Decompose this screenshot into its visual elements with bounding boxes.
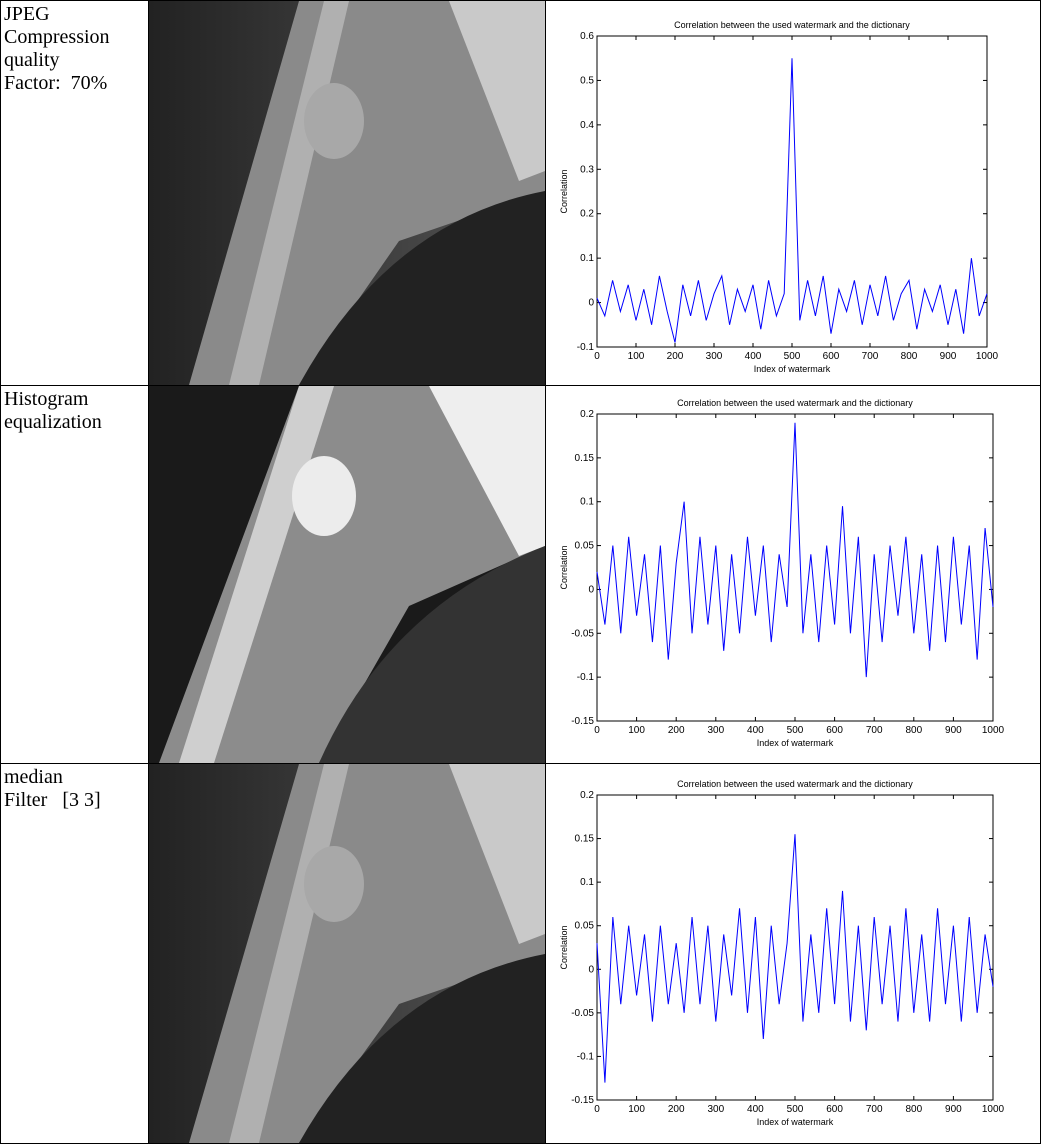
row-label: Histogram — [4, 388, 89, 410]
chart-title: Correlation between the used watermark a… — [677, 779, 913, 789]
x-tick-label: 400 — [747, 725, 764, 736]
y-tick-label: 0.3 — [580, 164, 594, 175]
data-line — [596, 834, 994, 1083]
y-tick-label: 0 — [588, 964, 594, 975]
row-label: equalization — [4, 411, 102, 433]
x-tick-label: 0 — [594, 725, 600, 736]
label-cell: Histogram equalization — [0, 385, 149, 764]
x-axis-label: Index of watermark — [757, 738, 834, 748]
xray-image — [149, 764, 545, 1143]
x-tick-label: 1000 — [976, 351, 999, 362]
chart-title: Correlation between the used watermark a… — [677, 398, 913, 408]
y-tick-label: -0.1 — [577, 342, 595, 353]
y-axis-label: Correlation — [559, 925, 569, 969]
x-tick-label: 300 — [706, 351, 723, 362]
y-tick-label: 0.4 — [580, 120, 594, 131]
x-tick-label: 1000 — [982, 725, 1005, 736]
x-tick-label: 300 — [707, 725, 724, 736]
y-tick-label: -0.15 — [571, 716, 594, 727]
chart-title: Correlation between the used watermark a… — [674, 20, 910, 30]
x-tick-label: 900 — [945, 1104, 962, 1115]
y-tick-label: 0 — [588, 298, 594, 309]
x-tick-label: 400 — [747, 1104, 764, 1115]
x-tick-label: 500 — [784, 351, 801, 362]
y-axis-label: Correlation — [559, 545, 569, 589]
y-tick-label: 0.2 — [580, 790, 594, 801]
data-line — [596, 422, 994, 678]
x-tick-label: 500 — [787, 1104, 804, 1115]
image-cell — [148, 763, 546, 1144]
x-tick-label: 900 — [940, 351, 957, 362]
data-line — [596, 58, 988, 343]
x-tick-label: 100 — [628, 1104, 645, 1115]
row-label: median — [4, 766, 63, 788]
x-tick-label: 700 — [866, 1104, 883, 1115]
y-tick-label: 0.1 — [580, 253, 594, 264]
x-tick-label: 0 — [594, 1104, 600, 1115]
y-tick-label: 0 — [588, 584, 594, 595]
row-label: Factor: 70% — [4, 72, 108, 94]
x-tick-label: 600 — [826, 1104, 843, 1115]
y-tick-label: -0.05 — [571, 628, 594, 639]
x-tick-label: 200 — [668, 725, 685, 736]
x-axis-label: Index of watermark — [754, 364, 831, 374]
x-tick-label: 200 — [667, 351, 684, 362]
chart: Correlation between the used watermark a… — [559, 398, 1005, 748]
y-axis-label: Correlation — [559, 169, 569, 213]
plot-area — [596, 35, 988, 348]
label-cell: median Filter [3 3] — [0, 763, 149, 1144]
x-tick-label: 800 — [905, 1104, 922, 1115]
y-tick-label: 0.05 — [575, 921, 595, 932]
x-tick-label: 700 — [862, 351, 879, 362]
xray-image — [149, 1, 545, 385]
chart-cell: Correlation between the used watermark a… — [545, 385, 1041, 764]
x-tick-label: 500 — [787, 725, 804, 736]
row-label: Filter [3 3] — [4, 789, 101, 811]
y-tick-label: 0.2 — [580, 409, 594, 420]
chart: Correlation between the used watermark a… — [559, 779, 1005, 1127]
x-axis-label: Index of watermark — [757, 1117, 834, 1127]
row-label: Compression — [4, 26, 110, 48]
label-cell: JPEG Compression quality Factor: 70% — [0, 0, 149, 386]
x-tick-label: 800 — [905, 725, 922, 736]
x-tick-label: 900 — [945, 725, 962, 736]
chart-cell: Correlation between the used watermark a… — [545, 0, 1041, 386]
row-label: JPEG — [4, 3, 50, 25]
x-tick-label: 600 — [826, 725, 843, 736]
y-tick-label: 0.1 — [580, 877, 594, 888]
x-tick-label: 300 — [707, 1104, 724, 1115]
xray-image — [149, 386, 545, 763]
y-tick-label: 0.15 — [575, 453, 595, 464]
x-tick-label: 1000 — [982, 1104, 1005, 1115]
x-tick-label: 800 — [901, 351, 918, 362]
x-tick-label: 100 — [628, 725, 645, 736]
x-tick-label: 200 — [668, 1104, 685, 1115]
y-tick-label: -0.1 — [577, 672, 595, 683]
chart: Correlation between the used watermark a… — [559, 20, 999, 374]
y-tick-label: 0.2 — [580, 209, 594, 220]
image-cell — [148, 385, 546, 764]
plot-area — [596, 413, 994, 722]
y-tick-label: 0.6 — [580, 31, 594, 42]
x-tick-label: 100 — [628, 351, 645, 362]
x-tick-label: 0 — [594, 351, 600, 362]
y-tick-label: 0.1 — [580, 497, 594, 508]
row-label: quality — [4, 49, 60, 71]
y-tick-label: -0.05 — [571, 1008, 594, 1019]
x-tick-label: 400 — [745, 351, 762, 362]
y-tick-label: -0.15 — [571, 1095, 594, 1106]
x-tick-label: 600 — [823, 351, 840, 362]
image-cell — [148, 0, 546, 386]
chart-cell: Correlation between the used watermark a… — [545, 763, 1041, 1144]
x-tick-label: 700 — [866, 725, 883, 736]
y-tick-label: 0.5 — [580, 75, 594, 86]
y-tick-label: 0.15 — [575, 834, 595, 845]
y-tick-label: 0.05 — [575, 541, 595, 552]
y-tick-label: -0.1 — [577, 1051, 595, 1062]
